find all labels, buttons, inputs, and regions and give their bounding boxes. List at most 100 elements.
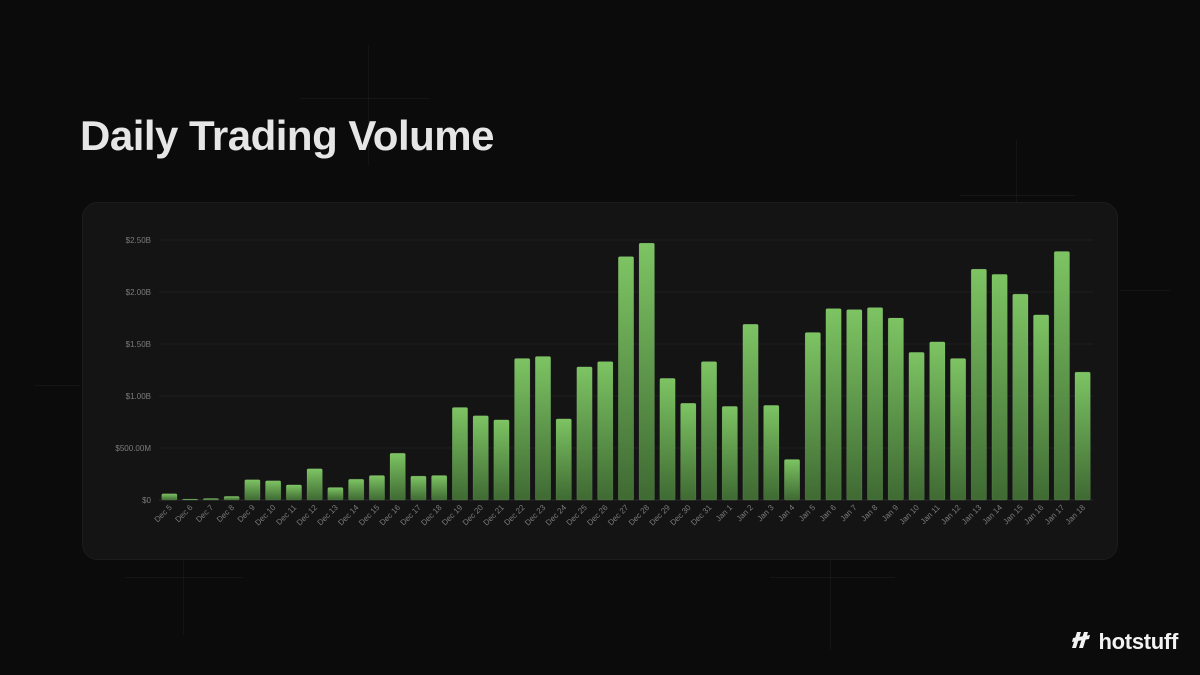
x-tick-label: Dec 12 <box>295 503 320 528</box>
y-tick-label: $2.50B <box>126 236 151 245</box>
x-tick-label: Dec 20 <box>461 503 486 528</box>
decorative-line <box>183 540 184 635</box>
bar[interactable] <box>867 307 884 501</box>
bar[interactable] <box>182 498 199 501</box>
x-tick-label: Dec 29 <box>648 503 673 528</box>
x-tick-label: Jan 13 <box>960 503 984 527</box>
bar[interactable] <box>846 309 863 501</box>
bar[interactable] <box>202 498 219 501</box>
bar[interactable] <box>680 402 697 501</box>
x-tick-label: Dec 22 <box>502 503 527 528</box>
bar-chart: $0 $500.00M $1.00B $1.50B $2.00B $2.50B Dec 5… <box>115 236 1093 528</box>
x-tick-label: Dec 26 <box>585 503 610 528</box>
bar[interactable] <box>804 332 821 501</box>
y-tick-label: $2.00B <box>126 288 151 297</box>
x-tick-label: Dec 30 <box>668 503 693 528</box>
x-tick-label: Jan 18 <box>1064 503 1088 527</box>
x-tick-label: Dec 23 <box>523 503 548 528</box>
bar[interactable] <box>472 415 489 501</box>
bar[interactable] <box>534 356 551 501</box>
x-tick-label: Jan 16 <box>1022 503 1046 527</box>
bar[interactable] <box>451 407 468 501</box>
decorative-line <box>368 45 369 165</box>
y-tick-label: $0 <box>142 496 151 505</box>
y-tick-label: $1.00B <box>126 392 151 401</box>
y-tick-label: $500.00M <box>115 444 151 453</box>
x-tick-label: Jan 12 <box>939 503 963 527</box>
bar[interactable] <box>742 323 759 501</box>
x-tick-label: Dec 6 <box>173 503 195 525</box>
x-tick-label: Dec 19 <box>440 503 465 528</box>
x-tick-label: Jan 2 <box>735 503 756 524</box>
x-tick-label: Dec 8 <box>215 503 237 525</box>
decorative-line <box>770 577 895 578</box>
bar[interactable] <box>223 496 240 501</box>
bar[interactable] <box>348 478 365 501</box>
x-tick-label: Dec 18 <box>419 503 444 528</box>
bar[interactable] <box>991 274 1008 501</box>
bar[interactable] <box>1012 293 1029 501</box>
bar[interactable] <box>514 358 531 501</box>
x-tick-label: Dec 15 <box>357 503 382 528</box>
bar[interactable] <box>327 487 344 501</box>
bar[interactable] <box>368 475 385 501</box>
y-axis: $0 $500.00M $1.00B $1.50B $2.00B $2.50B <box>115 236 151 505</box>
x-tick-label: Dec 24 <box>544 503 569 528</box>
bar[interactable] <box>721 406 738 501</box>
bar[interactable] <box>244 479 261 501</box>
bar[interactable] <box>285 484 302 501</box>
bar[interactable] <box>265 480 282 501</box>
bar[interactable] <box>701 361 718 501</box>
bar[interactable] <box>825 308 842 501</box>
page-title: Daily Trading Volume <box>80 112 494 159</box>
bar[interactable] <box>410 475 427 501</box>
x-tick-label: Dec 7 <box>194 503 216 525</box>
decorative-line <box>35 385 80 386</box>
bar[interactable] <box>161 493 178 501</box>
x-tick-label: Jan 11 <box>919 503 942 526</box>
bar[interactable] <box>493 419 510 501</box>
x-tick-label: Jan 5 <box>797 503 818 524</box>
x-tick-label: Dec 31 <box>689 503 714 528</box>
bar[interactable] <box>431 475 448 501</box>
bar[interactable] <box>1074 371 1091 501</box>
x-tick-label: Jan 6 <box>818 503 839 524</box>
x-tick-label: Jan 4 <box>776 503 797 524</box>
x-tick-label: Dec 25 <box>565 503 590 528</box>
bar[interactable] <box>638 242 655 501</box>
decorative-line <box>1016 140 1017 260</box>
bar[interactable] <box>576 366 593 501</box>
x-tick-label: Jan 10 <box>898 503 922 527</box>
bar[interactable] <box>763 405 780 501</box>
chart-card: $0 $500.00M $1.00B $1.50B $2.00B $2.50B Dec 5… <box>82 202 1118 560</box>
bar[interactable] <box>618 256 634 501</box>
bar[interactable] <box>784 459 801 501</box>
bar[interactable] <box>306 468 323 501</box>
bar[interactable] <box>389 452 406 501</box>
x-tick-label: Dec 11 <box>274 503 298 527</box>
decorative-line <box>1120 290 1170 291</box>
decorative-line <box>125 577 243 578</box>
x-tick-label: Jan 17 <box>1043 503 1067 527</box>
bar[interactable] <box>970 268 987 501</box>
x-tick-label: Jan 1 <box>714 503 735 524</box>
x-tick-label: Dec 21 <box>482 503 507 528</box>
bar[interactable] <box>887 317 904 501</box>
x-tick-label: Dec 10 <box>253 503 278 528</box>
x-tick-label: Dec 14 <box>336 503 361 528</box>
bar[interactable] <box>555 418 572 501</box>
x-tick-label: Jan 8 <box>859 503 880 524</box>
bar[interactable] <box>929 341 946 501</box>
bar[interactable] <box>597 361 614 501</box>
bar[interactable] <box>950 358 967 501</box>
x-tick-label: Dec 17 <box>399 503 424 528</box>
bar[interactable] <box>908 352 925 501</box>
x-tick-label: Dec 28 <box>627 503 652 528</box>
decorative-line <box>300 98 430 99</box>
bar[interactable] <box>1033 314 1050 501</box>
bar[interactable] <box>1053 251 1070 501</box>
x-tick-label: Jan 3 <box>755 503 776 524</box>
bar[interactable] <box>659 378 676 501</box>
decorative-line <box>830 540 831 650</box>
